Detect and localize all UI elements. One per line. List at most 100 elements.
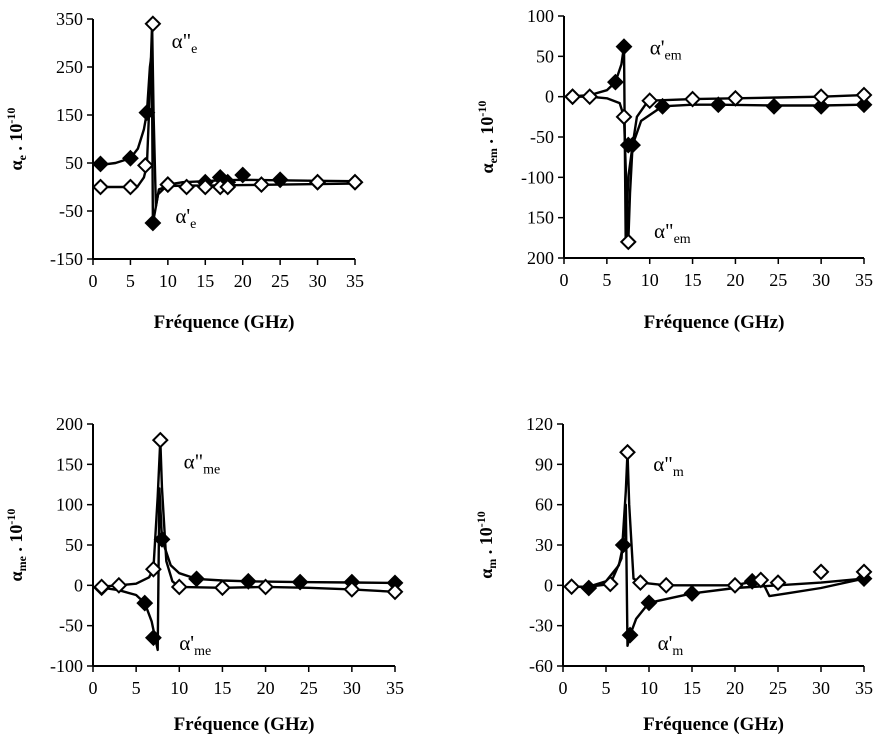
data-point-filled [624,136,641,154]
x-tick-label: 25 [769,270,787,290]
data-point-open [855,563,873,581]
x-tick-label: 15 [213,678,231,698]
data-point-filled [607,73,624,91]
x-tick-label: 35 [855,678,873,698]
data-point-filled [614,536,632,554]
data-point-open [812,88,830,106]
y-tick-label: 150 [56,454,83,474]
y-tick-label: 50 [536,46,554,66]
data-point-filled [709,96,727,114]
y-tick-label: 150 [527,208,554,228]
data-point-open [615,108,633,126]
y-tick-label: 0 [544,575,553,595]
data-point-open [253,176,270,194]
data-point-open [752,571,770,589]
data-point-filled [92,155,109,173]
data-point-open [346,173,364,191]
x-tick-label: 30 [812,270,830,290]
series-annotation: α'e [175,204,196,232]
x-tick-label: 25 [769,678,787,698]
x-tick-label: 20 [257,678,275,698]
x-tick-label: 10 [170,678,188,698]
data-point-filled [271,171,289,189]
y-tick-label: -50 [59,201,83,221]
series-line-imag [567,451,865,598]
x-tick-label: 10 [640,678,658,698]
data-point-filled [188,570,205,588]
x-tick-label: 15 [684,270,702,290]
y-tick-label: 200 [527,248,554,268]
series-line-real [96,51,356,225]
data-point-open [684,90,701,108]
series-line-real [97,487,396,652]
data-point-open [144,15,162,33]
data-point-open [170,578,188,596]
x-tick-label: 35 [855,270,873,290]
data-point-filled [234,166,252,184]
data-point-filled [580,579,598,597]
y-tick-label: 0 [545,87,554,107]
x-tick-label: 35 [386,678,404,698]
chart-aem: 200 150 -100 -50 0 50 100 0 5 10 15 20 25 30 35 Fréquen… [475,6,873,333]
series-line-real [568,45,865,244]
data-point-filled [153,530,171,548]
data-point-open [159,176,177,194]
data-point-filled [144,214,162,232]
data-point-filled [615,38,633,56]
data-point-open [812,563,830,581]
x-tick-label: 0 [560,270,569,290]
chart-ae: -150 -50 50 150 250 350 0 5 10 15 20 25 30 35 Fréquenc… [4,9,364,333]
series-annotation: α"em [654,219,691,247]
y-axis-label: αm . 10-10 [474,511,499,579]
data-point-open [619,233,637,251]
data-point-open [641,92,659,110]
y-axis-label: αe . 10-10 [4,108,29,171]
data-point-filled [683,584,701,602]
x-tick-label: 15 [683,678,701,698]
data-point-open [601,575,619,593]
x-tick-label: 10 [159,271,177,291]
series-annotation: α'em [650,36,682,64]
y-tick-label: 50 [65,535,83,555]
x-tick-label: 20 [726,270,744,290]
y-tick-label: -50 [59,616,83,636]
series-annotation: α'm [658,631,684,659]
data-point-open [769,574,787,592]
y-axis-label: αme . 10-10 [4,509,29,582]
chart-am: -60 -30 0 30 60 90 120 0 5 10 15 20 25 30 35 Fréquence … [474,414,873,735]
data-point-open [144,560,162,578]
series-annotation: α"e [172,29,198,57]
data-point-open [136,156,154,174]
x-axis-label: Fréquence (GHz) [643,714,784,735]
data-point-filled [654,97,671,115]
y-tick-label: 50 [65,153,83,173]
x-tick-label: 35 [346,271,364,291]
data-point-open [855,86,873,104]
data-point-filled [138,104,156,122]
data-point-open [309,173,326,191]
x-tick-label: 20 [234,271,252,291]
x-tick-label: 0 [89,678,98,698]
data-point-open [196,178,214,196]
data-point-open [386,583,404,601]
y-tick-label: 60 [535,495,553,515]
y-tick-label: -30 [529,616,553,636]
x-tick-label: 25 [300,678,318,698]
chart-ame: -100 -50 0 50 100 150 200 0 5 10 15 20 25 30 35 Fréquen… [4,414,404,735]
data-point-open [657,576,675,594]
x-axis-label: Fréquence (GHz) [174,714,315,735]
series-line-imag [97,438,396,593]
data-point-filled [239,572,257,590]
x-tick-label: 30 [812,678,830,698]
x-tick-label: 5 [132,678,141,698]
x-tick-label: 30 [343,678,361,698]
x-tick-label: 5 [602,270,611,290]
x-tick-label: 15 [196,271,214,291]
data-point-open [178,178,195,196]
y-tick-label: -100 [521,167,554,187]
data-point-open [92,178,109,196]
y-tick-label: 350 [56,9,83,29]
data-point-open [564,88,581,106]
data-point-open [219,178,237,196]
y-tick-label: 0 [74,575,83,595]
